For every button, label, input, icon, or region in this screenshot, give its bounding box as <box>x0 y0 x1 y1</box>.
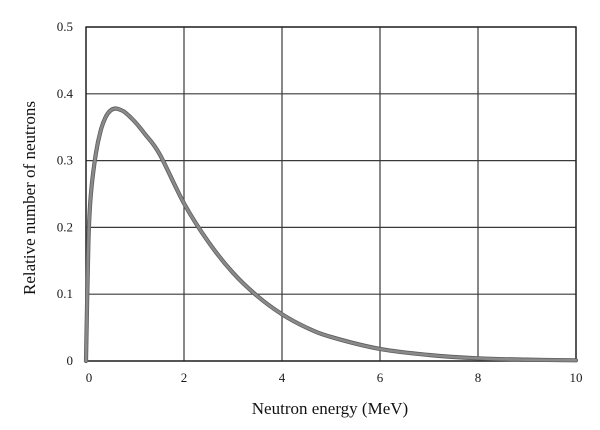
x-tick-label: 10 <box>570 370 583 385</box>
x-tick-label: 4 <box>279 370 286 385</box>
y-tick-label: 0 <box>67 353 74 368</box>
x-axis-title: Neutron energy (MeV) <box>252 399 408 418</box>
x-tick-label: 2 <box>181 370 188 385</box>
plot-frame <box>85 26 577 362</box>
y-axis-title: Relative number of neutrons <box>20 101 39 295</box>
tick-labels: 0 2 4 6 8 10 0 0.1 0.2 0.3 0.4 0.5 <box>57 19 583 385</box>
series-curve <box>84 107 578 363</box>
y-tick-label: 0.4 <box>57 86 74 101</box>
curve-layer <box>83 106 579 364</box>
x-tick-label: 6 <box>377 370 384 385</box>
x-tick-label: 8 <box>475 370 482 385</box>
y-tick-label: 0.1 <box>57 286 73 301</box>
grid <box>85 26 577 362</box>
y-tick-label: 0.5 <box>57 19 73 34</box>
x-tick-label: 0 <box>86 370 93 385</box>
y-tick-label: 0.2 <box>57 219 73 234</box>
y-tick-label: 0.3 <box>57 153 73 168</box>
